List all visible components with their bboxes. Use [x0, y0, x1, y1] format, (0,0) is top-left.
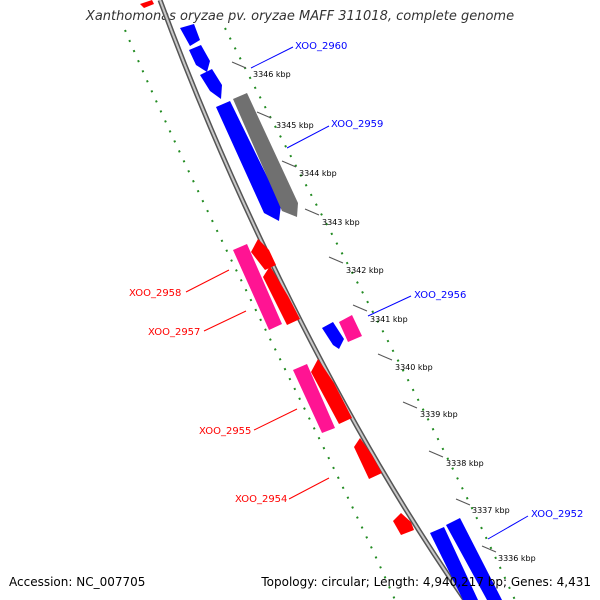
tick-label: 3337 kbp — [472, 506, 510, 515]
tick-label: 3342 kbp — [346, 266, 384, 275]
guide-rings — [124, 27, 516, 600]
tick-mark — [377, 353, 393, 361]
outer-guide-ring — [124, 29, 396, 600]
gene-feature-xoo-2957[interactable] — [263, 266, 300, 325]
accession-label: Accession: NC_007705 — [9, 575, 146, 589]
gene-feature-reverse[interactable] — [251, 239, 276, 270]
callout-line-xoo-2959 — [286, 125, 330, 149]
gene-feature-reverse[interactable] — [311, 359, 352, 424]
tick-label: 3343 kbp — [322, 218, 360, 227]
tick-label: 3345 kbp — [276, 121, 314, 130]
reverse-strand-features — [140, 0, 414, 535]
inner-guide-ring — [224, 27, 516, 600]
gene-feature-xoo-2958[interactable] — [233, 244, 282, 330]
tick-labels: 3346 kbp 3345 kbp 3344 kbp 3343 kbp 3342… — [253, 70, 536, 563]
forward-strand-features — [180, 24, 502, 600]
gene-feature-reverse[interactable] — [140, 0, 154, 8]
tick-mark — [428, 450, 444, 458]
tick-mark — [352, 304, 368, 312]
gene-feature-xoo-2952-b[interactable] — [446, 518, 502, 600]
gene-label-xoo-2956[interactable]: XOO_2956 — [414, 290, 466, 301]
gene-feature-forward[interactable] — [200, 69, 222, 99]
gene-feature-xoo-2952-a[interactable] — [430, 527, 478, 600]
gene-feature-forward[interactable] — [180, 24, 200, 46]
callout-line-xoo-2960 — [250, 46, 294, 69]
gene-label-xoo-2960[interactable]: XOO_2960 — [295, 41, 347, 52]
tick-label: 3340 kbp — [395, 363, 433, 372]
callout-line-xoo-2955 — [253, 408, 298, 431]
callout-lines — [185, 46, 529, 540]
callout-line-xoo-2958 — [185, 269, 230, 293]
gene-feature-xoo-2959[interactable] — [216, 101, 281, 221]
gene-label-xoo-2952[interactable]: XOO_2952 — [531, 509, 583, 520]
gene-label-xoo-2959[interactable]: XOO_2959 — [331, 119, 383, 130]
gene-feature-xoo-2956-right[interactable] — [339, 315, 362, 342]
gene-feature-forward[interactable] — [189, 45, 210, 72]
gene-label-xoo-2954[interactable]: XOO_2954 — [235, 494, 287, 505]
tick-mark — [231, 61, 247, 69]
gene-label-xoo-2958[interactable]: XOO_2958 — [129, 288, 181, 299]
gene-label-xoo-2957[interactable]: XOO_2957 — [148, 327, 200, 338]
pink-features — [233, 244, 362, 433]
gene-feature-grey[interactable] — [233, 93, 298, 217]
gene-feature-xoo-2955[interactable] — [293, 364, 335, 433]
callout-line-xoo-2952 — [487, 515, 529, 540]
callout-line-xoo-2957 — [203, 310, 247, 332]
tick-mark — [455, 498, 471, 506]
gene-feature-reverse[interactable] — [354, 438, 382, 479]
tick-mark — [281, 160, 297, 168]
gene-feature-xoo-2954[interactable] — [393, 513, 414, 535]
callout-line-xoo-2954 — [288, 477, 330, 500]
tick-label: 3336 kbp — [498, 554, 536, 563]
tick-mark — [256, 111, 272, 119]
gene-labels: XOO_2960 XOO_2959 XOO_2956 XOO_2952 XOO_… — [129, 41, 583, 520]
tick-mark — [304, 208, 320, 216]
gene-feature-xoo-2956-left[interactable] — [322, 322, 344, 349]
map-title: Xanthomonas oryzae pv. oryzae MAFF 31101… — [85, 9, 515, 24]
tick-mark — [481, 545, 497, 553]
gene-label-xoo-2955[interactable]: XOO_2955 — [199, 426, 251, 437]
tick-marks — [231, 61, 497, 553]
tick-mark — [402, 401, 418, 409]
tick-label: 3338 kbp — [446, 459, 484, 468]
tick-label: 3341 kbp — [370, 315, 408, 324]
tick-mark — [328, 256, 344, 264]
callout-line-xoo-2956 — [367, 295, 412, 317]
tick-label: 3344 kbp — [299, 169, 337, 178]
tick-label: 3346 kbp — [253, 70, 291, 79]
genome-summary-label: Topology: circular; Length: 4,940,217 bp… — [261, 575, 591, 589]
tick-label: 3339 kbp — [420, 410, 458, 419]
